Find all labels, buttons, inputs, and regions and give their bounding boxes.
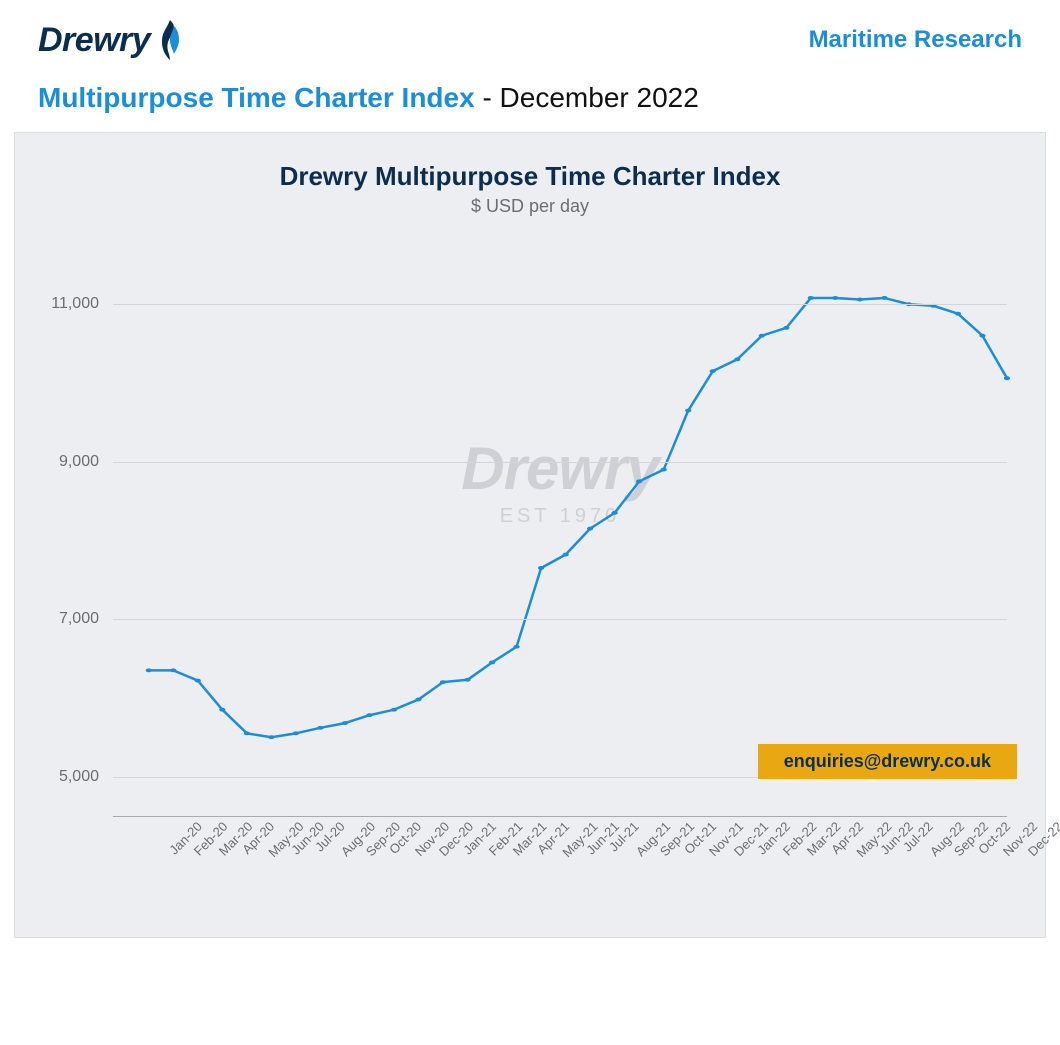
data-point xyxy=(244,731,250,735)
data-point xyxy=(661,468,667,472)
chart-panel: Drewry Multipurpose Time Charter Index $… xyxy=(14,132,1046,938)
data-point xyxy=(317,726,323,730)
data-point xyxy=(195,679,201,683)
data-point xyxy=(955,312,961,316)
page-title-highlight: Multipurpose Time Charter Index xyxy=(38,82,475,113)
data-point xyxy=(366,713,372,717)
gridline xyxy=(113,619,1007,620)
header: Drewry Maritime Research xyxy=(0,0,1060,62)
data-point xyxy=(391,708,397,712)
page-title: Multipurpose Time Charter Index - Decemb… xyxy=(0,62,1060,132)
y-axis-label: 5,000 xyxy=(59,768,113,786)
data-point xyxy=(513,645,519,649)
y-axis-label: 9,000 xyxy=(59,453,113,471)
data-point xyxy=(562,553,568,557)
data-point xyxy=(219,708,225,712)
flame-icon xyxy=(156,18,184,62)
data-point xyxy=(734,357,740,361)
data-point xyxy=(170,668,176,672)
y-axis-label: 7,000 xyxy=(59,610,113,628)
header-right-label: Maritime Research xyxy=(809,26,1022,54)
gridline xyxy=(113,462,1007,463)
data-point xyxy=(538,566,544,570)
data-point xyxy=(489,661,495,665)
data-point xyxy=(415,698,421,702)
line-chart-svg xyxy=(113,257,1007,816)
data-point xyxy=(759,334,765,338)
chart-title: Drewry Multipurpose Time Charter Index xyxy=(33,161,1027,192)
data-point xyxy=(832,296,838,300)
data-point xyxy=(979,334,985,338)
data-point xyxy=(636,479,642,483)
plot-wrap: Drewry EST 1970 5,0007,0009,00011,000Jan… xyxy=(113,257,1007,897)
data-point xyxy=(268,735,274,739)
data-point xyxy=(881,296,887,300)
page-title-suffix: - December 2022 xyxy=(475,82,699,113)
data-point xyxy=(440,680,446,684)
data-point xyxy=(808,296,814,300)
data-point xyxy=(857,298,863,302)
data-point xyxy=(342,721,348,725)
chart-subtitle: $ USD per day xyxy=(33,196,1027,217)
brand-name: Drewry xyxy=(38,21,150,60)
gridline xyxy=(113,304,1007,305)
data-point xyxy=(710,369,716,373)
data-point xyxy=(146,668,152,672)
data-point xyxy=(587,527,593,531)
y-axis-label: 11,000 xyxy=(51,295,113,313)
data-point xyxy=(1004,376,1010,380)
data-point xyxy=(464,678,470,682)
data-point xyxy=(783,326,789,330)
data-point xyxy=(612,511,618,515)
plot-area: Drewry EST 1970 5,0007,0009,00011,000Jan… xyxy=(113,257,1007,817)
data-point xyxy=(293,731,299,735)
contact-badge[interactable]: enquiries@drewry.co.uk xyxy=(758,744,1017,779)
data-point xyxy=(685,409,691,413)
brand-logo: Drewry xyxy=(38,18,184,62)
series-line xyxy=(149,298,1007,737)
